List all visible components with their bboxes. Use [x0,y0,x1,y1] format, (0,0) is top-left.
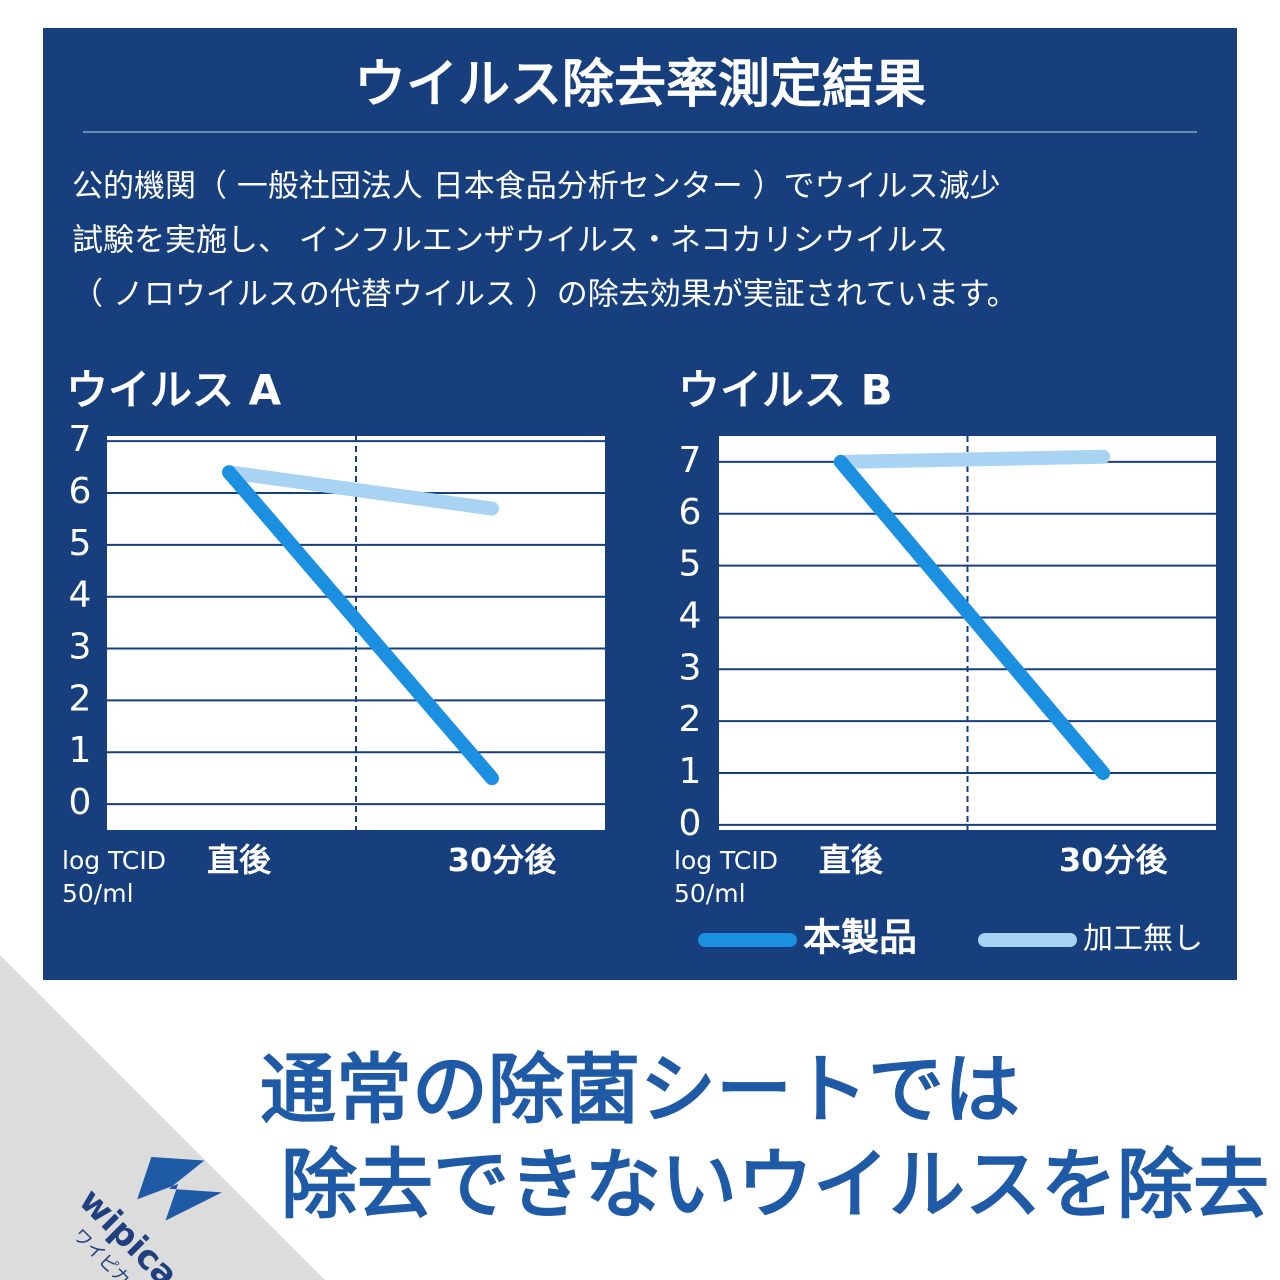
x-tick-label: 30分後 [1059,841,1169,879]
chart-title: ウイルス B [678,366,893,415]
logo-corner [0,955,325,1280]
legend-label: 本製品 [803,916,917,960]
y-tick-label: 1 [69,730,92,771]
y-tick-label: 5 [69,523,92,564]
chart-title: ウイルス A [66,366,282,415]
series-line [222,465,499,786]
y-axis-label: log TCID [674,846,778,875]
y-tick-label: 2 [69,678,92,719]
x-tick-label: 直後 [207,841,272,879]
y-tick-label: 2 [679,699,702,740]
panel-title: ウイルス除去率測定結果 [354,55,926,115]
y-tick-label: 5 [679,544,702,585]
charts: ウイルス A 0 1 2 3 4 5 6 7 直後 30分後 log TCID 50/ml ウイルス B 0… [62,366,1216,960]
y-tick-label: 1 [679,751,702,792]
legend-label: 加工無し [1083,922,1203,957]
y-tick-label: 0 [679,803,702,844]
y-tick-label: 6 [679,492,702,533]
y-tick-label: 0 [69,782,92,823]
y-tick-label: 4 [69,575,92,616]
y-tick-label: 7 [679,440,702,481]
series-line [833,449,1111,469]
y-tick-label: 7 [69,419,92,460]
headline: 除去できないウイルスを除去 [281,1140,1269,1229]
y-tick-label: 4 [679,595,702,636]
series-line [222,465,499,516]
y-axis-label: 50/ml [62,879,134,908]
logo-mark [137,1156,223,1221]
description: （ ノロウイルスの代替ウイルス ）の除去効果が実証されています。 [72,277,1018,313]
y-axis-label: 50/ml [674,879,746,908]
x-tick-label: 30分後 [448,841,558,879]
y-tick-label: 3 [679,647,702,688]
x-tick-label: 直後 [819,841,884,879]
description: 公的機関（ 一般社団法人 日本食品分析センター ）でウイルス減少 [72,169,1001,205]
y-axis-label: log TCID [62,846,166,875]
headline: 通常の除菌シートでは [260,1045,1020,1134]
description: 試験を実施し、 インフルエンザウイルス・ネコカリシウイルス [72,223,948,259]
series-line [833,454,1111,780]
y-tick-label: 6 [69,471,92,512]
y-tick-label: 3 [69,627,92,668]
